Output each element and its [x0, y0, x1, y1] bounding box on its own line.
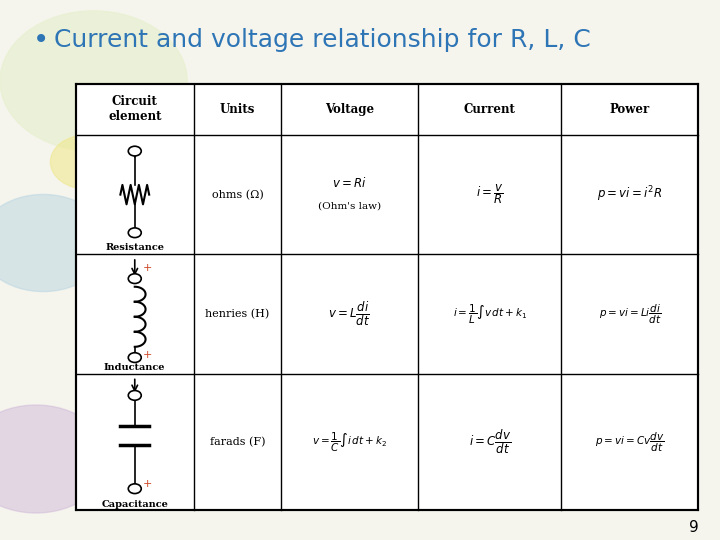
Text: +: +: [143, 480, 153, 489]
Text: 9: 9: [688, 519, 698, 535]
Text: •: •: [32, 26, 49, 55]
Text: Circuit
element: Circuit element: [108, 95, 161, 123]
Circle shape: [128, 484, 141, 494]
Text: Power: Power: [610, 103, 650, 116]
Text: Current: Current: [464, 103, 516, 116]
Text: henries (H): henries (H): [205, 309, 270, 319]
Text: $p = vi = Li\dfrac{di}{dt}$: $p = vi = Li\dfrac{di}{dt}$: [598, 302, 661, 326]
Text: Units: Units: [220, 103, 255, 116]
Circle shape: [128, 353, 141, 362]
Text: Voltage: Voltage: [325, 103, 374, 116]
Circle shape: [0, 405, 108, 513]
Circle shape: [128, 390, 141, 400]
Text: Inductance: Inductance: [104, 363, 166, 372]
Text: Capacitance: Capacitance: [102, 500, 168, 509]
Text: $i = \dfrac{1}{L}\int v\,dt + k_1$: $i = \dfrac{1}{L}\int v\,dt + k_1$: [453, 302, 527, 326]
Circle shape: [128, 146, 141, 156]
Text: $i = \dfrac{v}{R}$: $i = \dfrac{v}{R}$: [476, 183, 504, 206]
Text: $v = Ri$: $v = Ri$: [332, 176, 367, 190]
Circle shape: [128, 228, 141, 238]
Text: $p = vi = Cv\dfrac{dv}{dt}$: $p = vi = Cv\dfrac{dv}{dt}$: [595, 430, 665, 454]
Circle shape: [50, 135, 122, 189]
Circle shape: [0, 194, 108, 292]
Bar: [76, 84, 698, 510]
Text: $v = L\dfrac{di}{dt}$: $v = L\dfrac{di}{dt}$: [328, 300, 371, 328]
Text: $i = C\dfrac{dv}{dt}$: $i = C\dfrac{dv}{dt}$: [469, 428, 511, 456]
Text: Resistance: Resistance: [105, 242, 164, 252]
Text: Current and voltage relationship for R, L, C: Current and voltage relationship for R, …: [54, 29, 590, 52]
Text: (Ohm's law): (Ohm's law): [318, 202, 381, 211]
Text: +: +: [143, 350, 153, 360]
Circle shape: [128, 274, 141, 284]
Text: farads (F): farads (F): [210, 437, 265, 447]
Text: ohms (Ω): ohms (Ω): [212, 190, 264, 200]
Text: $p = vi = i^2R$: $p = vi = i^2R$: [597, 185, 662, 205]
Text: $v = \dfrac{1}{C}\int i\,dt + k_2$: $v = \dfrac{1}{C}\int i\,dt + k_2$: [312, 430, 387, 454]
Circle shape: [0, 11, 187, 151]
Text: +: +: [143, 263, 153, 273]
